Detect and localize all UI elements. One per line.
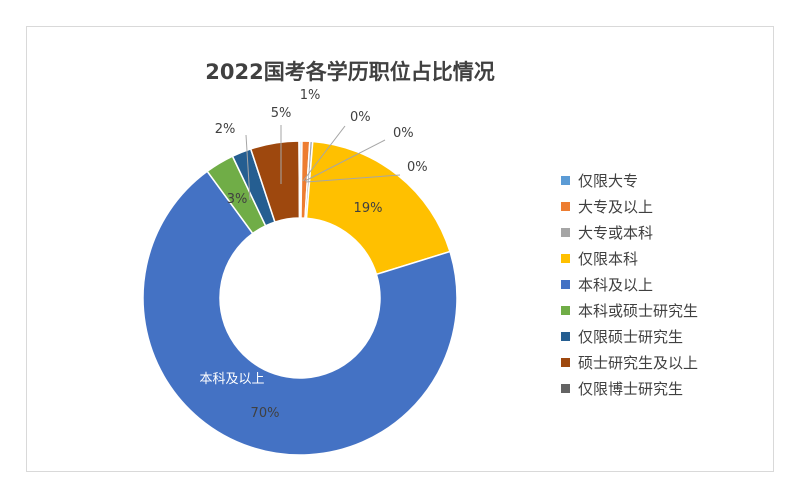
data-label-9: 0%	[407, 160, 428, 175]
leader-line-1	[302, 125, 346, 182]
data-label-4: 19%	[354, 201, 383, 216]
legend-swatch-6	[561, 306, 570, 315]
legend-swatch-4	[561, 254, 570, 263]
leader-lines	[245, 125, 401, 201]
slice-9	[298, 140, 301, 219]
legend-label-8: 硕士研究生及以上	[578, 354, 698, 372]
data-label-1: 0%	[350, 110, 371, 125]
data-label-8: 5%	[271, 106, 292, 121]
legend-label-9: 仅限博士研究生	[578, 380, 683, 398]
legend-label-5: 本科及以上	[578, 276, 653, 294]
slice-annotation: 本科及以上	[199, 372, 264, 387]
legend-label-3: 大专或本科	[578, 224, 653, 242]
legend-label-2: 大专及以上	[578, 198, 653, 216]
data-label-5: 70%	[251, 406, 280, 421]
leader-line-7	[245, 134, 251, 201]
legend-swatch-8	[561, 358, 570, 367]
slices-group	[142, 140, 458, 456]
slice-4	[305, 140, 451, 276]
chart-title: 2022国考各学历职位占比情况	[205, 60, 494, 84]
legend-swatch-1	[561, 176, 570, 185]
leader-line-3	[304, 139, 386, 182]
legend: 仅限大专大专及以上大专或本科仅限本科本科及以上本科或硕士研究生仅限硕士研究生硕士…	[561, 172, 698, 398]
leader-line-9	[305, 174, 401, 183]
legend-label-7: 仅限硕士研究生	[578, 328, 683, 346]
legend-label-4: 仅限本科	[578, 250, 638, 268]
legend-swatch-7	[561, 332, 570, 341]
legend-swatch-9	[561, 384, 570, 393]
data-label-7: 2%	[215, 122, 236, 137]
legend-label-1: 仅限大专	[578, 172, 638, 190]
legend-label-6: 本科或硕士研究生	[578, 302, 698, 320]
slice-5	[142, 170, 458, 456]
data-label-2: 1%	[300, 88, 321, 103]
data-label-3: 0%	[393, 126, 414, 141]
legend-swatch-3	[561, 228, 570, 237]
legend-swatch-2	[561, 202, 570, 211]
data-labels: 0% 1% 0% 19% 70% 3% 2% 5% 0%	[215, 88, 428, 421]
data-label-6: 3%	[227, 192, 248, 207]
legend-swatch-5	[561, 280, 570, 289]
